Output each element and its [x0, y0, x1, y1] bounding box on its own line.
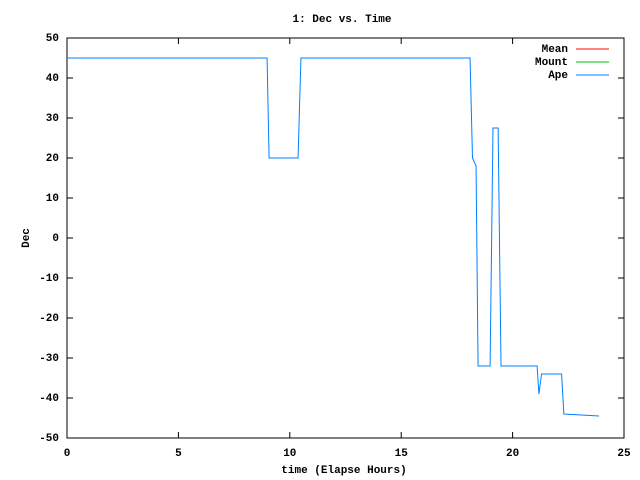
- y-tick-label: -20: [39, 313, 59, 325]
- series-line: [67, 57, 600, 417]
- legend-label: Mean: [542, 44, 568, 56]
- legend-label: Ape: [548, 70, 568, 82]
- y-axis-label: Dec: [21, 228, 33, 248]
- y-tick-label: -40: [39, 393, 59, 405]
- x-tick-label: 10: [283, 448, 296, 460]
- x-tick-label: 15: [395, 448, 409, 460]
- y-tick-label: -30: [39, 353, 59, 365]
- x-tick-label: 20: [506, 448, 519, 460]
- x-tick-label: 5: [175, 448, 182, 460]
- y-tick-label: 20: [46, 153, 59, 165]
- y-tick-label: 50: [46, 33, 59, 45]
- x-axis-label: time (Elapse Hours): [281, 465, 406, 477]
- y-tick-label: -50: [39, 433, 59, 445]
- x-tick-label: 0: [64, 448, 71, 460]
- chart-title: 1: Dec vs. Time: [292, 14, 391, 26]
- y-tick-label: -10: [39, 273, 59, 285]
- x-tick-label: 25: [617, 448, 631, 460]
- plot-border: [66, 37, 625, 439]
- y-tick-label: 0: [52, 233, 59, 245]
- legend-label: Mount: [535, 57, 568, 69]
- y-tick-label: 10: [46, 193, 59, 205]
- y-tick-label: 30: [46, 113, 59, 125]
- y-tick-label: 40: [46, 73, 59, 85]
